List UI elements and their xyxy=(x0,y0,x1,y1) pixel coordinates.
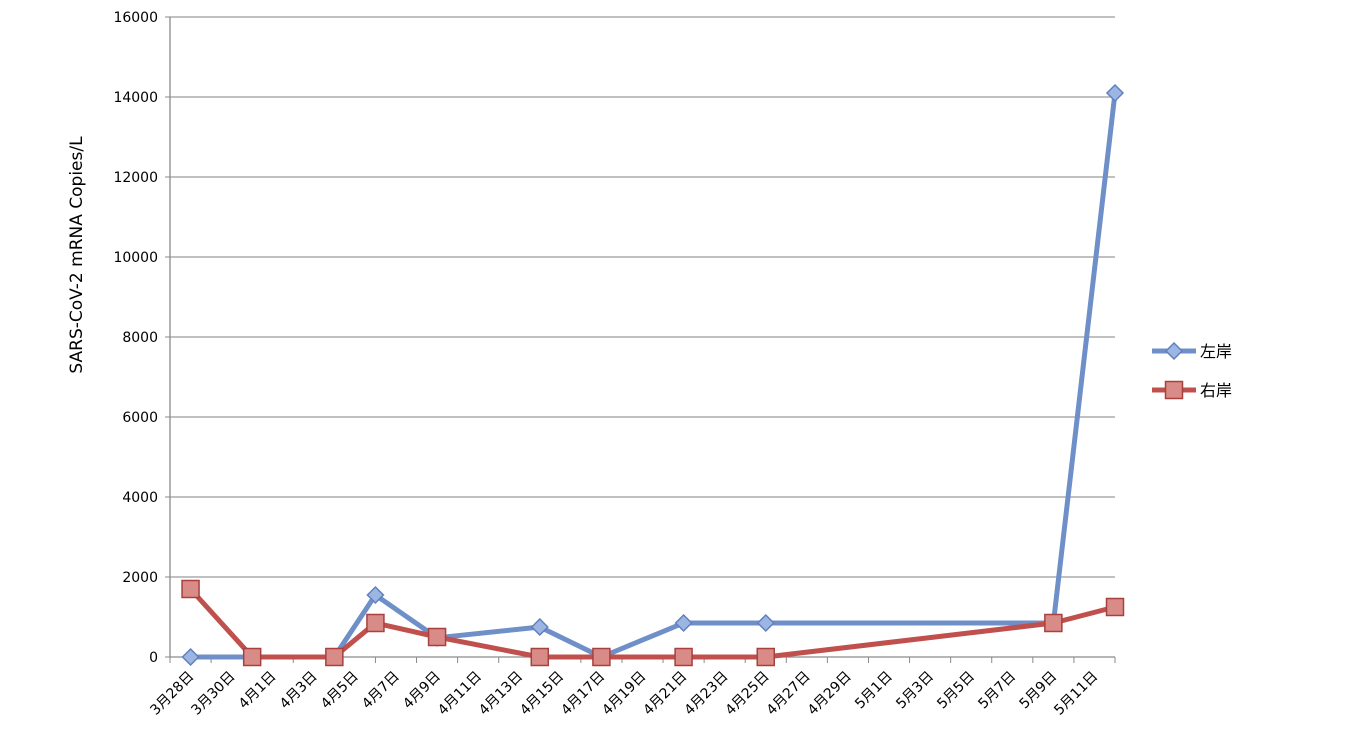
x-tick-label: 4月1日 xyxy=(236,669,280,713)
x-tick-label: 4月19日 xyxy=(599,669,649,719)
y-tick-label: 0 xyxy=(149,650,158,666)
data-point xyxy=(366,613,385,633)
y-tick-label: 16000 xyxy=(113,10,158,26)
data-point xyxy=(427,627,447,647)
x-tick-label: 4月11日 xyxy=(435,669,485,719)
x-tick-label: 5月3日 xyxy=(893,669,937,713)
legend-item: 右岸 xyxy=(1152,380,1232,400)
data-point xyxy=(1044,613,1063,633)
y-tick-label: 12000 xyxy=(113,170,158,186)
x-tick-label: 5月5日 xyxy=(934,669,978,713)
data-point xyxy=(181,579,200,599)
legend-label: 右岸 xyxy=(1200,381,1232,400)
x-tick-label: 4月29日 xyxy=(805,669,855,719)
data-point xyxy=(674,613,693,633)
x-tick-label: 4月15日 xyxy=(517,669,567,719)
data-point xyxy=(1105,83,1125,103)
data-point xyxy=(1105,597,1125,617)
series-2 xyxy=(181,579,1125,667)
y-axis-label: SARS-CoV-2 mRNA Copies/L xyxy=(67,136,87,374)
y-tick-label: 4000 xyxy=(122,490,158,506)
axes xyxy=(165,16,1116,663)
x-tick-label: 5月11日 xyxy=(1051,669,1101,719)
data-point xyxy=(674,647,693,667)
y-tick-label: 8000 xyxy=(122,330,158,346)
legend-marker xyxy=(1164,341,1184,361)
legend-item: 左岸 xyxy=(1152,341,1232,361)
data-point xyxy=(530,647,550,667)
y-tick-label: 2000 xyxy=(122,570,158,586)
x-tick-label: 4月21日 xyxy=(640,669,690,719)
x-tick-label: 4月25日 xyxy=(723,669,773,719)
x-tick-label: 4月17日 xyxy=(558,669,608,719)
data-point xyxy=(242,647,262,667)
data-point xyxy=(756,613,775,633)
x-tick-label: 4月23日 xyxy=(681,669,731,719)
data-point xyxy=(756,647,776,667)
x-tick-label: 4月27日 xyxy=(764,669,814,719)
series xyxy=(181,83,1125,667)
data-point xyxy=(530,617,549,637)
x-tick-labels: 3月28日3月30日4月1日4月3日4月5日4月7日4月9日4月11日4月13日… xyxy=(147,669,1101,719)
x-tick-label: 5月7日 xyxy=(975,669,1019,713)
x-tick-label: 4月7日 xyxy=(359,669,403,713)
x-tick-label: 4月5日 xyxy=(318,669,362,713)
data-point xyxy=(366,585,385,605)
legend-marker xyxy=(1164,380,1184,400)
data-point xyxy=(181,647,200,667)
x-tick-label: 5月1日 xyxy=(852,669,896,713)
y-tick-labels: 0 2000 4000 6000 8000 10000 12000 14000 16000 xyxy=(113,10,158,666)
y-tick-label: 14000 xyxy=(113,90,158,106)
data-point xyxy=(325,647,344,667)
y-tick-label: 10000 xyxy=(113,250,158,266)
x-tick-label: 4月13日 xyxy=(476,669,526,719)
legend-label: 左岸 xyxy=(1200,342,1232,361)
gridlines xyxy=(170,16,1115,578)
y-tick-label: 6000 xyxy=(122,410,158,426)
x-tick-label: 4月3日 xyxy=(277,669,321,713)
x-tick-label: 3月28日 xyxy=(147,669,197,719)
x-tick-label: 3月30日 xyxy=(188,669,238,719)
series-1 xyxy=(181,83,1125,667)
data-point xyxy=(592,647,611,667)
